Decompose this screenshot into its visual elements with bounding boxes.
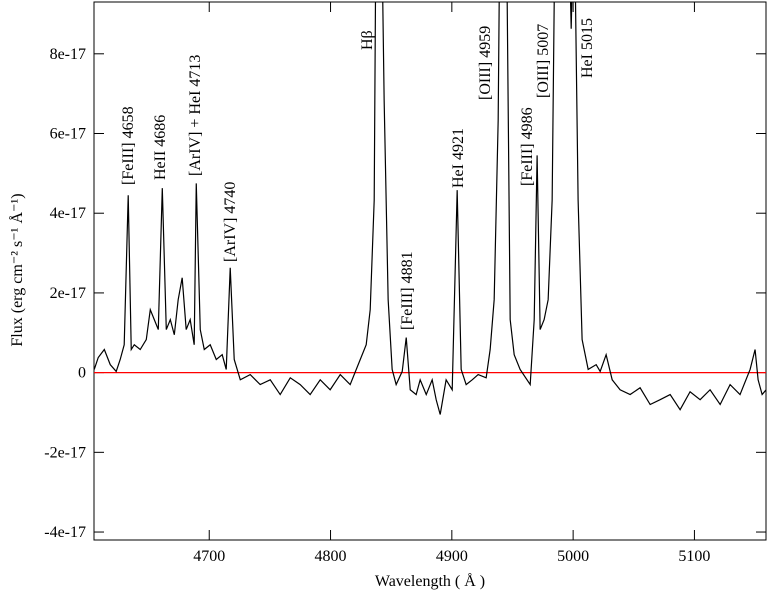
line-annotation: [FeIII] 4881	[399, 251, 416, 330]
line-annotation: [ArIV] 4740	[222, 182, 239, 262]
x-tick-label: 5000	[557, 548, 589, 565]
spectrum-line	[94, 2, 766, 415]
y-tick-label: -4e-17	[44, 524, 86, 541]
y-axis-label: Flux (erg cm⁻² s⁻¹ Å⁻¹)	[8, 193, 26, 346]
y-tick-label: 6e-17	[50, 126, 86, 143]
y-tick-label: 8e-17	[50, 46, 86, 63]
line-annotation: [OIII] 4959	[477, 26, 494, 100]
line-annotation: [FeIII] 4986	[519, 107, 536, 186]
x-tick-label: 4700	[193, 548, 225, 565]
x-tick-label: 4800	[315, 548, 347, 565]
line-annotation: [FeIII] 4658	[120, 106, 137, 185]
line-annotation: Hβ	[359, 30, 376, 50]
line-annotation: HeI 5015	[579, 18, 596, 78]
y-tick-label: 0	[78, 365, 86, 382]
line-annotation: HeI 4921	[450, 128, 467, 188]
y-tick-label: 2e-17	[50, 285, 86, 302]
x-axis-label: Wavelength ( Å )	[375, 572, 485, 590]
line-annotation: [ArIV] + HeI 4713	[187, 55, 204, 176]
y-tick-label: 4e-17	[50, 205, 86, 222]
x-tick-label: 5100	[678, 548, 710, 565]
x-tick-label: 4900	[436, 548, 468, 565]
line-annotation: [OIII] 5007	[535, 24, 552, 98]
line-annotation: HeII 4686	[152, 115, 169, 180]
plot-frame	[93, 1, 767, 541]
y-tick-label: -2e-17	[44, 444, 86, 461]
